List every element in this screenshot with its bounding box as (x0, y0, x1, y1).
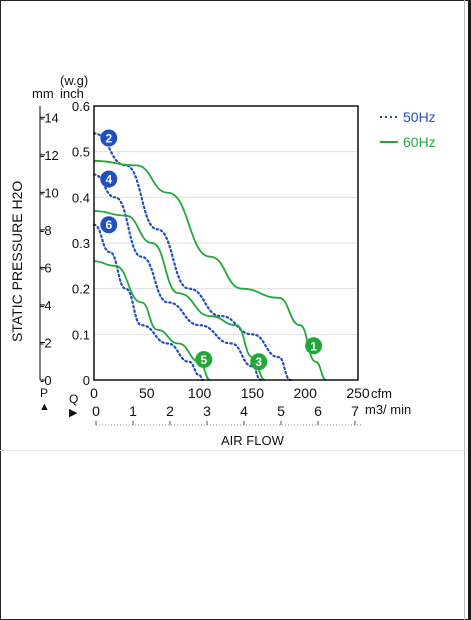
x-ticks: 0 50 100 150 200 250 0 1 2 3 4 5 6 7 (90, 385, 370, 426)
x-tick-cfm-5: 250 (346, 385, 370, 401)
right-guide-line (464, 0, 465, 620)
y-tick-inch-4: 0.4 (72, 190, 90, 205)
y-tick-inch-1: 0.1 (72, 327, 90, 342)
y-ticks: 0 0.1 0.2 0.3 0.4 0.5 0.6 -0 -2 -4 -6 -8 -10 -12 -14 (39, 99, 90, 388)
x-axis-title: AIR FLOW (221, 433, 285, 448)
y-unit-mm: mm (32, 86, 54, 101)
x-tick-cfm-4: 200 (294, 385, 318, 401)
series-60Hz-curve-1 (93, 159, 327, 381)
legend: 50Hz 60Hz (380, 109, 436, 150)
y-tick-inch-3: 0.3 (72, 236, 90, 251)
curve-marker-5 (195, 350, 213, 368)
x-tick-m3-4: 4 (240, 403, 248, 419)
y-tick-inch-0: 0 (83, 373, 90, 388)
curve-markers: 2 4 6 1 3 5 (100, 129, 323, 371)
y-tick-mm-6: -12 (40, 148, 59, 163)
x-tick-m3-1: 1 (129, 403, 137, 419)
series-50Hz-curve-4 (92, 173, 262, 382)
curve-marker-label-1: 1 (310, 339, 317, 353)
legend-60hz-label: 60Hz (403, 134, 436, 150)
x-unit-cfm: cfm (371, 386, 392, 401)
y-tick-mm-7: -14 (40, 110, 59, 125)
legend-50hz-label: 50Hz (403, 109, 436, 125)
series-group (92, 132, 327, 382)
x-tick-m3-6: 6 (314, 403, 322, 419)
curve-marker-label-3: 3 (255, 355, 262, 369)
y-tick-mm-5: -10 (40, 185, 59, 200)
curve-marker-4 (100, 170, 118, 188)
x-tick-m3-2: 2 (166, 403, 174, 419)
right-edge-bar (468, 0, 471, 620)
series-50Hz-curve-2 (92, 132, 292, 382)
plot-frame (93, 105, 359, 381)
x-tick-m3-0: 0 (92, 403, 100, 419)
curve-marker-label-4: 4 (105, 173, 112, 187)
y-unit-wg: (w.g) (60, 73, 88, 88)
p-marker-label: P (40, 386, 48, 400)
y-tick-mm-0: -0 (40, 373, 52, 388)
x-tick-m3-7: 7 (351, 403, 359, 419)
y-tick-mm-2: -4 (40, 298, 52, 313)
x-tick-m3-5: 5 (277, 403, 285, 419)
x-tick-cfm-2: 100 (188, 385, 212, 401)
x-tick-cfm-0: 0 (90, 385, 98, 401)
q-marker-label: Q (69, 392, 78, 406)
x-unit-m3: m3/ min (365, 402, 411, 417)
section-divider (0, 450, 468, 451)
curve-marker-3 (250, 353, 268, 371)
series-60Hz-curve-5 (93, 260, 211, 381)
p-marker-arrow: ▲ (39, 401, 50, 413)
y-tick-inch-6: 0.6 (72, 99, 90, 114)
curve-marker-label-5: 5 (200, 353, 207, 367)
series-60Hz-curve-3 (93, 210, 266, 381)
curve-marker-1 (305, 337, 323, 355)
y-tick-mm-1: -2 (40, 335, 52, 350)
curve-marker-label-6: 6 (105, 218, 112, 232)
y-tick-inch-5: 0.5 (72, 145, 90, 160)
curve-marker-label-2: 2 (105, 131, 112, 145)
curve-marker-2 (100, 129, 118, 147)
y-tick-mm-3: -6 (40, 260, 52, 275)
curve-marker-6 (100, 216, 118, 234)
y-axis-title: STATIC PRESSURE H2O (9, 181, 25, 342)
q-marker-arrow: ▶ (69, 407, 78, 419)
y-tick-inch-2: 0.2 (72, 282, 90, 297)
series-50Hz-curve-6 (92, 223, 204, 382)
y-unit-inch: inch (60, 86, 84, 101)
x-tick-cfm-3: 150 (241, 385, 265, 401)
y-tick-mm-4: -8 (40, 223, 52, 238)
x-tick-cfm-1: 50 (139, 385, 155, 401)
x-tick-m3-3: 3 (203, 403, 211, 419)
